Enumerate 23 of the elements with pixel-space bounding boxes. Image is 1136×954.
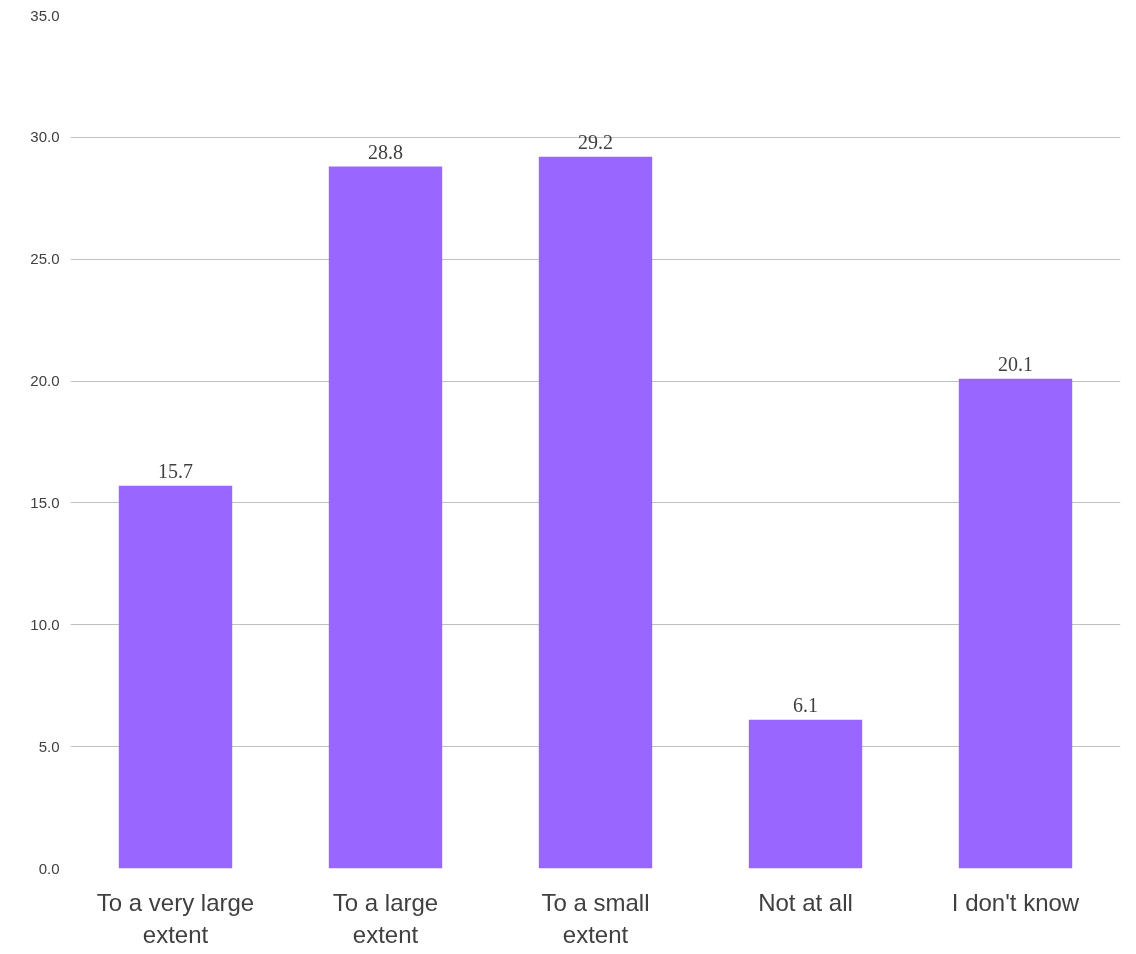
bar <box>748 719 863 869</box>
y-tick-label: 30.0 <box>30 128 60 146</box>
x-tick-label: Not at all <box>758 888 853 916</box>
y-tick-label: 10.0 <box>30 615 60 633</box>
bar <box>328 166 443 869</box>
bar <box>118 485 233 869</box>
y-tick-label: 35.0 <box>30 6 60 24</box>
data-label: 28.8 <box>368 140 403 163</box>
bar <box>538 156 653 869</box>
y-tick-label: 15.0 <box>30 493 60 511</box>
x-tick-label: I don't know <box>951 888 1080 916</box>
y-tick-label: 0.0 <box>38 859 60 877</box>
data-label: 15.7 <box>158 459 193 482</box>
data-label: 29.2 <box>578 130 613 153</box>
x-tick-label: To a small extent <box>541 888 650 948</box>
x-tick-label: To a large extent <box>332 888 439 948</box>
y-tick-label: 20.0 <box>30 372 60 390</box>
data-label: 20.1 <box>998 352 1033 375</box>
y-tick-label: 5.0 <box>38 737 60 755</box>
bar <box>958 378 1073 869</box>
y-tick-label: 25.0 <box>30 250 60 268</box>
data-label: 6.1 <box>793 693 818 716</box>
x-tick-label: To a very large extent <box>96 888 255 948</box>
